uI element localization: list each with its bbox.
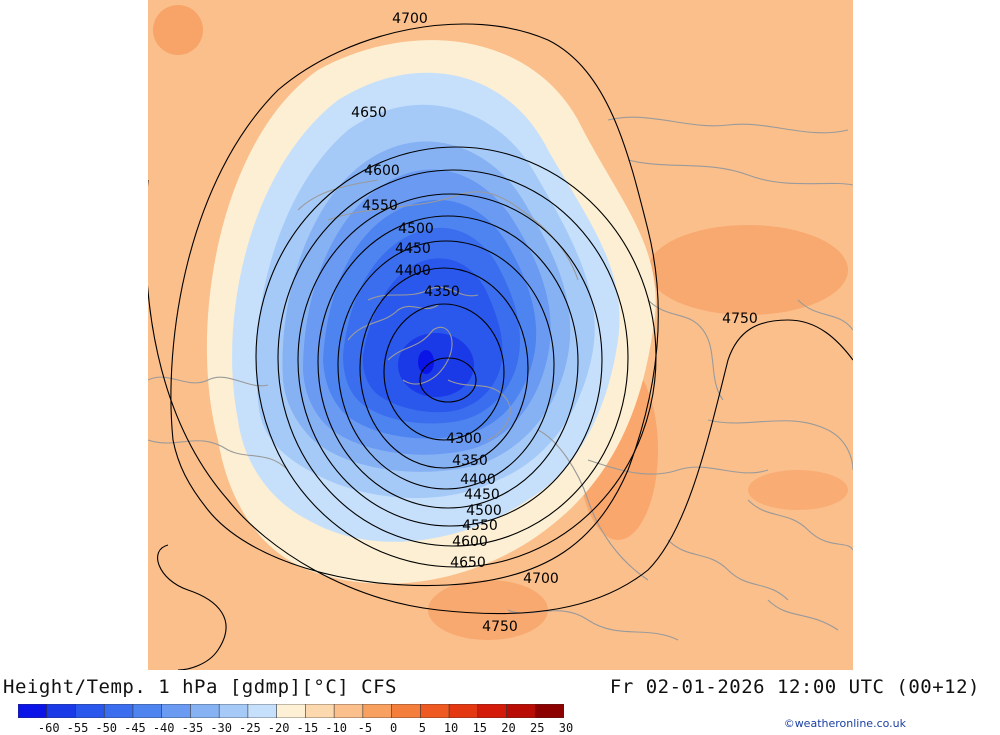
scale-swatch [506,704,537,718]
scale-label: -30 [210,721,232,735]
contour-label: 4600 [452,534,488,550]
contour-label: 4450 [464,487,500,503]
scale-swatch [448,704,479,718]
chart-title: Height/Temp. 1 hPa [gdmp][°C] CFS [3,676,397,698]
contour-label: 4600 [364,163,400,179]
contour-label: 4650 [450,555,486,571]
scale-label: -50 [95,721,117,735]
contour-label: 4700 [523,571,559,587]
color-scale [18,704,564,718]
warm-patch [153,5,203,55]
scale-label: 20 [501,721,515,735]
scale-swatch [75,704,106,718]
scale-swatch [132,704,163,718]
cold-core-center [418,350,434,374]
scale-label: 30 [559,721,573,735]
scale-swatch [103,704,134,718]
contour-label: 4500 [398,221,434,237]
weather-map: 4700 4650 4600 4550 4500 4450 4400 4350 … [148,0,853,670]
scale-label: -35 [182,721,204,735]
credit-link[interactable]: ©weatheronline.co.uk [783,717,906,730]
contour-label: 4400 [460,472,496,488]
scale-label: -5 [358,721,372,735]
scale-swatch [534,704,564,718]
scale-swatch [218,704,249,718]
scale-swatch [305,704,335,718]
scale-label: 5 [419,721,426,735]
scale-label: -60 [38,721,60,735]
contour-label: 4400 [395,263,431,279]
height-contours [148,23,853,670]
scale-swatch [391,704,422,718]
contour-label: 4550 [462,518,498,534]
contour-label: 4550 [362,198,398,214]
scale-label: -40 [153,721,175,735]
contour-label: 4450 [395,241,431,257]
contour-label: 4350 [424,284,460,300]
scale-label: 15 [473,721,487,735]
contour-label: 4350 [452,453,488,469]
contour-label: 4750 [482,619,518,635]
scale-swatch [333,704,364,718]
scale-swatch [420,704,450,718]
scale-swatch [18,704,48,718]
contour-label: 4700 [392,11,428,27]
scale-swatch [46,704,77,718]
scale-label: -15 [297,721,319,735]
contour-label: 4750 [722,311,758,327]
scale-swatch [161,704,192,718]
contour-label: 4500 [466,503,502,519]
scale-swatch [362,704,393,718]
warm-patch [428,580,548,640]
scale-label: 25 [530,721,544,735]
scale-label: 0 [390,721,397,735]
contour-label: 4300 [446,431,482,447]
scale-label: -10 [325,721,347,735]
warm-patch [748,470,848,510]
scale-swatch [276,704,307,718]
scale-label: 10 [444,721,458,735]
forecast-datetime: Fr 02-01-2026 12:00 UTC (00+12) [609,676,980,698]
scale-label: -20 [268,721,290,735]
scale-swatch [477,704,508,718]
color-scale-labels: -60 -55 -50 -45 -40 -35 -30 -25 -20 -15 -10 -5 0 5 10 1… [38,721,573,735]
cold-core [398,333,474,397]
warm-patch [648,225,848,315]
scale-label: -55 [67,721,89,735]
scale-label: -25 [239,721,261,735]
scale-label: -45 [124,721,146,735]
scale-swatch [190,704,220,718]
scale-swatch [247,704,278,718]
contour-label: 4650 [351,105,387,121]
